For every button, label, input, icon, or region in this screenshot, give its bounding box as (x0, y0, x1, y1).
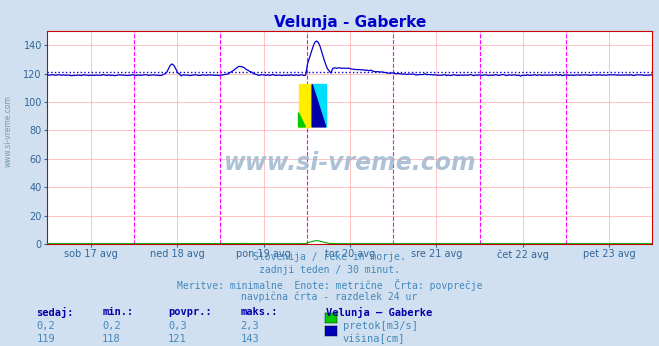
Text: Slovenija / reke in morje.: Slovenija / reke in morje. (253, 252, 406, 262)
Text: 143: 143 (241, 334, 259, 344)
Text: povpr.:: povpr.: (168, 307, 212, 317)
Text: 0,3: 0,3 (168, 321, 186, 331)
Text: maks.:: maks.: (241, 307, 278, 317)
Text: zadnji teden / 30 minut.: zadnji teden / 30 minut. (259, 265, 400, 275)
Text: sedaj:: sedaj: (36, 307, 74, 318)
Text: navpična črta - razdelek 24 ur: navpična črta - razdelek 24 ur (241, 291, 418, 302)
Text: Meritve: minimalne  Enote: metrične  Črta: povprečje: Meritve: minimalne Enote: metrične Črta:… (177, 279, 482, 291)
Text: www.si-vreme.com: www.si-vreme.com (3, 95, 13, 167)
Text: pretok[m3/s]: pretok[m3/s] (343, 321, 418, 331)
Text: 119: 119 (36, 334, 55, 344)
Text: Velunja – Gaberke: Velunja – Gaberke (326, 307, 432, 318)
Text: www.si-vreme.com: www.si-vreme.com (223, 151, 476, 175)
Text: 0,2: 0,2 (36, 321, 55, 331)
Text: 2,3: 2,3 (241, 321, 259, 331)
Text: 118: 118 (102, 334, 121, 344)
Title: Velunja - Gaberke: Velunja - Gaberke (273, 15, 426, 30)
Polygon shape (312, 84, 326, 127)
Polygon shape (312, 84, 326, 127)
Text: min.:: min.: (102, 307, 133, 317)
Text: 0,2: 0,2 (102, 321, 121, 331)
Bar (299, 84, 312, 127)
Polygon shape (299, 113, 305, 127)
Text: 121: 121 (168, 334, 186, 344)
Text: višina[cm]: višina[cm] (343, 334, 405, 344)
